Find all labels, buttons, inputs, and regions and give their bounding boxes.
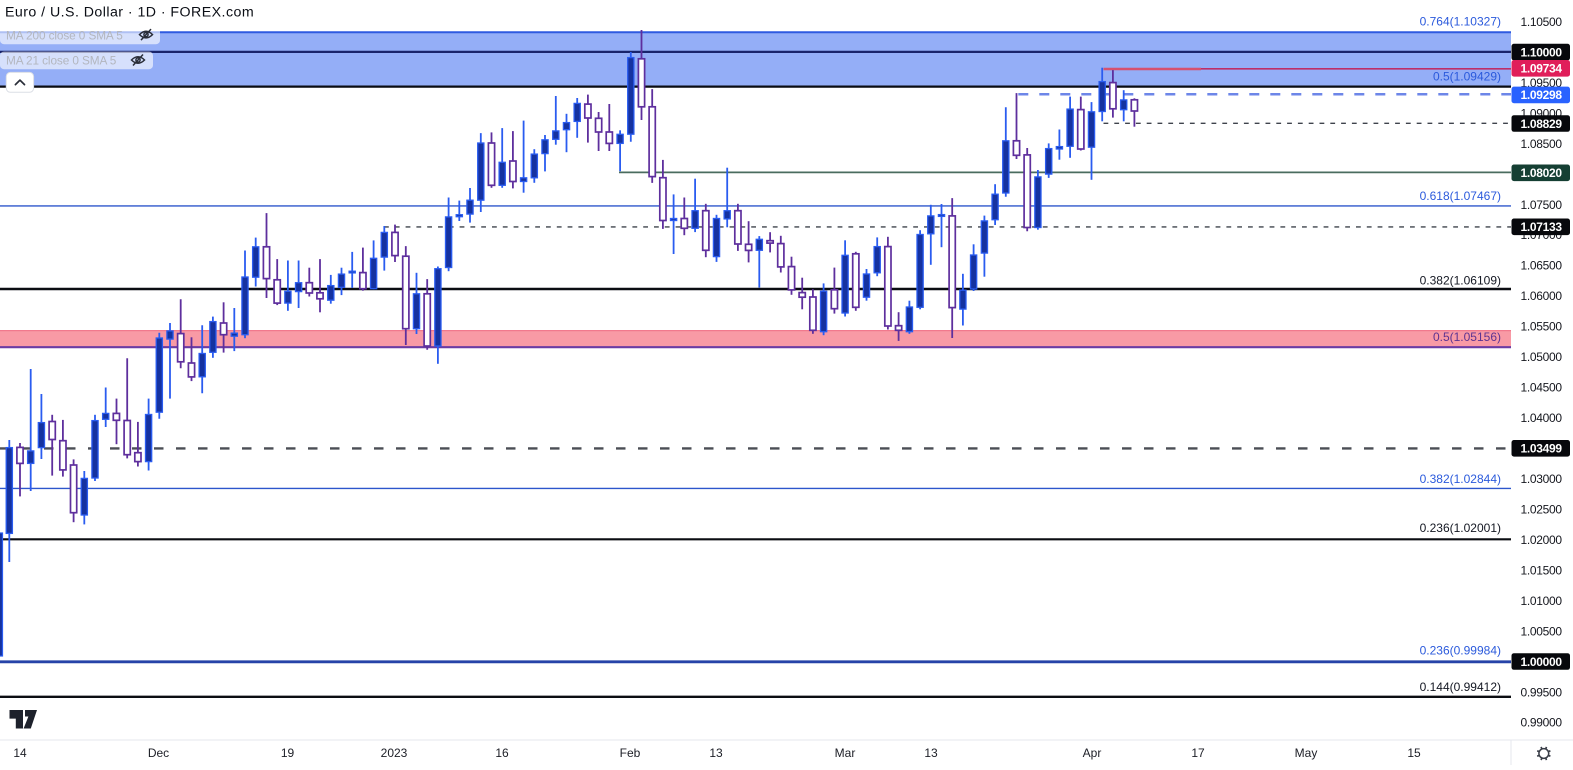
svg-text:1.02000: 1.02000 (1521, 533, 1563, 547)
svg-text:1.09500: 1.09500 (1521, 76, 1563, 90)
svg-text:0.382(1.02844): 0.382(1.02844) (1420, 472, 1501, 486)
svg-text:19: 19 (281, 746, 295, 760)
svg-text:1.08500: 1.08500 (1521, 137, 1563, 151)
svg-text:0.236(0.99984): 0.236(0.99984) (1420, 644, 1501, 658)
svg-text:14: 14 (13, 746, 27, 760)
svg-text:0.99000: 0.99000 (1521, 716, 1563, 730)
svg-text:0.618(1.07467): 0.618(1.07467) (1420, 189, 1501, 203)
svg-text:1.01000: 1.01000 (1521, 594, 1563, 608)
svg-text:2023: 2023 (381, 746, 408, 760)
svg-text:17: 17 (1191, 746, 1205, 760)
svg-text:1.07133: 1.07133 (1521, 220, 1563, 234)
svg-text:Feb: Feb (620, 746, 641, 760)
svg-text:Apr: Apr (1083, 746, 1102, 760)
svg-text:1.00500: 1.00500 (1521, 624, 1563, 638)
svg-text:1.05500: 1.05500 (1521, 320, 1563, 334)
svg-text:Dec: Dec (148, 746, 169, 760)
svg-text:May: May (1295, 746, 1318, 760)
svg-text:0.5(1.09429): 0.5(1.09429) (1433, 70, 1501, 84)
svg-text:1.09734: 1.09734 (1521, 62, 1563, 76)
svg-text:1.08020: 1.08020 (1521, 166, 1563, 180)
svg-text:16: 16 (495, 746, 509, 760)
svg-text:MA 21 close 0 SMA 5: MA 21 close 0 SMA 5 (6, 54, 117, 68)
svg-text:1.06000: 1.06000 (1521, 289, 1563, 303)
svg-text:MA 200 close 0 SMA 5: MA 200 close 0 SMA 5 (6, 29, 123, 43)
svg-text:1.09298: 1.09298 (1521, 88, 1563, 102)
svg-text:13: 13 (924, 746, 938, 760)
svg-text:1.07500: 1.07500 (1521, 198, 1563, 212)
svg-text:1.03000: 1.03000 (1521, 472, 1563, 486)
svg-text:1.10000: 1.10000 (1521, 45, 1563, 59)
svg-text:1.01500: 1.01500 (1521, 563, 1563, 577)
svg-text:1.03499: 1.03499 (1521, 442, 1563, 456)
svg-text:Euro / U.S. Dollar · 1D · FORE: Euro / U.S. Dollar · 1D · FOREX.com (5, 5, 254, 21)
svg-text:15: 15 (1407, 746, 1421, 760)
svg-text:1.00000: 1.00000 (1521, 655, 1563, 669)
svg-text:1.10500: 1.10500 (1521, 15, 1563, 29)
svg-text:1.05000: 1.05000 (1521, 350, 1563, 364)
svg-text:0.99500: 0.99500 (1521, 685, 1563, 699)
svg-text:0.144(0.99412): 0.144(0.99412) (1420, 680, 1501, 694)
svg-text:0.382(1.06109): 0.382(1.06109) (1420, 274, 1501, 288)
svg-text:1.04500: 1.04500 (1521, 381, 1563, 395)
svg-text:1.04000: 1.04000 (1521, 411, 1563, 425)
svg-text:1.02500: 1.02500 (1521, 503, 1563, 517)
svg-text:Mar: Mar (835, 746, 856, 760)
svg-text:0.764(1.10327): 0.764(1.10327) (1420, 15, 1501, 29)
svg-text:1.06500: 1.06500 (1521, 259, 1563, 273)
svg-text:1.08829: 1.08829 (1521, 117, 1563, 131)
svg-text:0.236(1.02001): 0.236(1.02001) (1420, 521, 1501, 535)
svg-text:0.5(1.05156): 0.5(1.05156) (1433, 330, 1501, 344)
svg-text:13: 13 (709, 746, 723, 760)
